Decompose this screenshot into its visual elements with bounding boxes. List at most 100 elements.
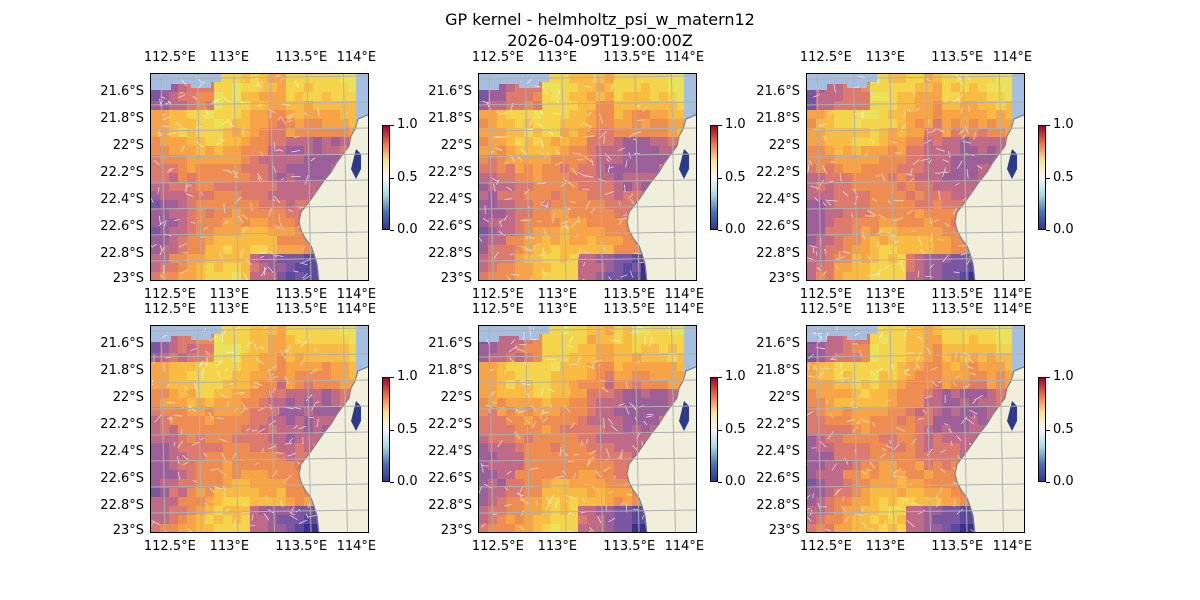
lon-tick-label: 113°E: [537, 539, 578, 554]
map-plot-area: [150, 325, 369, 533]
colorbar: [710, 377, 718, 482]
lon-tick-label: 113.5°E: [603, 50, 656, 65]
colorbar-tick-label: 0.5: [725, 421, 746, 437]
colorbar-tick-label: 0.0: [1053, 222, 1074, 237]
colorbar-tick-label: 0.0: [397, 222, 418, 237]
colorbar: [382, 377, 390, 482]
lon-tick-label: 113°E: [865, 302, 906, 317]
lon-tick-label: 113.5°E: [931, 302, 984, 317]
colorbar-tick-label: 0.0: [725, 222, 746, 237]
lon-tick-label: 112.5°E: [799, 287, 852, 302]
lat-tick-label: 22.6°S: [428, 470, 472, 486]
lat-tick-label: 21.8°S: [756, 362, 800, 378]
colorbar-tick: [1046, 230, 1050, 231]
colorbar-tick: [390, 125, 394, 126]
lon-tick-label: 112.5°E: [471, 302, 524, 317]
lon-tick-label: 114°E: [336, 50, 377, 65]
lat-tick-label: 23°S: [768, 270, 800, 286]
lat-tick-label: 22.2°S: [756, 416, 800, 432]
lon-tick-label: 114°E: [664, 287, 705, 302]
lat-tick-label: 21.6°S: [428, 335, 472, 351]
lat-tick-label: 22.6°S: [428, 218, 472, 234]
colorbar-tick: [1046, 482, 1050, 483]
lat-tick-label: 21.8°S: [100, 362, 144, 378]
lon-tick-label: 112.5°E: [471, 539, 524, 554]
lat-tick-label: 22.2°S: [428, 416, 472, 432]
lon-tick-label: 112.5°E: [143, 539, 196, 554]
colorbar-tick: [1046, 125, 1050, 126]
colorbar-tick: [1046, 429, 1050, 431]
lat-tick-label: 21.8°S: [428, 110, 472, 126]
colorbar-tick-label: 0.5: [1053, 421, 1074, 437]
colorbar-tick-label: 0.5: [725, 169, 746, 185]
lon-tick-label: 112.5°E: [143, 50, 196, 65]
lon-tick-label: 113.5°E: [275, 539, 328, 554]
lon-tick-label: 112.5°E: [143, 287, 196, 302]
lat-tick-label: 22°S: [112, 137, 144, 153]
map-plot-area: [806, 325, 1025, 533]
lat-tick-label: 22.4°S: [756, 443, 800, 459]
colorbar-tick-label: 1.0: [397, 369, 418, 384]
lon-tick-label: 113.5°E: [603, 302, 656, 317]
lon-tick-label: 114°E: [992, 287, 1033, 302]
lon-tick-label: 113°E: [537, 50, 578, 65]
lon-tick-label: 114°E: [664, 50, 705, 65]
lon-tick-label: 114°E: [992, 539, 1033, 554]
map-canvas: [151, 74, 368, 280]
colorbar: [710, 125, 718, 230]
lon-tick-label: 113°E: [209, 50, 250, 65]
lat-tick-label: 22.8°S: [756, 245, 800, 261]
lat-tick-label: 22.8°S: [428, 245, 472, 261]
colorbar-tick: [1046, 377, 1050, 378]
colorbar-tick-label: 0.5: [397, 169, 418, 185]
lat-tick-label: 21.8°S: [100, 110, 144, 126]
lon-tick-label: 112.5°E: [799, 539, 852, 554]
lon-tick-label: 113°E: [209, 287, 250, 302]
colorbar: [382, 125, 390, 230]
figure-title-line2: 2026-04-09T19:00:00Z: [507, 31, 693, 50]
colorbar-tick: [390, 230, 394, 231]
map-canvas: [807, 326, 1024, 532]
figure-title-line1: GP kernel - helmholtz_psi_w_matern12: [445, 10, 755, 29]
lat-tick-label: 22°S: [440, 137, 472, 153]
colorbar: [1038, 125, 1046, 230]
lat-tick-label: 22.6°S: [100, 470, 144, 486]
lon-tick-label: 113°E: [865, 287, 906, 302]
lon-tick-label: 114°E: [992, 302, 1033, 317]
colorbar-tick-label: 1.0: [397, 117, 418, 132]
colorbar-tick: [1046, 177, 1050, 179]
lon-tick-label: 113.5°E: [931, 539, 984, 554]
map-canvas: [479, 326, 696, 532]
colorbar-tick-label: 0.5: [397, 421, 418, 437]
lon-tick-label: 113°E: [209, 302, 250, 317]
lat-tick-label: 22.2°S: [100, 416, 144, 432]
lat-tick-label: 21.6°S: [100, 335, 144, 351]
lat-tick-label: 21.8°S: [756, 110, 800, 126]
lon-tick-label: 113°E: [537, 287, 578, 302]
lon-tick-label: 113°E: [865, 539, 906, 554]
lat-tick-label: 22.8°S: [756, 497, 800, 513]
lat-tick-label: 22°S: [768, 137, 800, 153]
lon-tick-label: 113.5°E: [931, 50, 984, 65]
lon-tick-label: 112.5°E: [143, 302, 196, 317]
lat-tick-label: 22.6°S: [756, 470, 800, 486]
lon-tick-label: 113°E: [865, 50, 906, 65]
lat-tick-label: 22.6°S: [756, 218, 800, 234]
colorbar-tick: [718, 230, 722, 231]
lat-tick-label: 22.4°S: [756, 191, 800, 207]
lon-tick-label: 112.5°E: [799, 302, 852, 317]
map-plot-area: [806, 73, 1025, 281]
lat-tick-label: 22.4°S: [100, 443, 144, 459]
lat-tick-label: 22.4°S: [428, 191, 472, 207]
colorbar-tick: [718, 377, 722, 378]
colorbar-tick-label: 1.0: [1053, 369, 1074, 384]
map-plot-area: [478, 325, 697, 533]
lat-tick-label: 22°S: [112, 389, 144, 405]
lon-tick-label: 114°E: [336, 302, 377, 317]
lon-tick-label: 112.5°E: [799, 50, 852, 65]
lon-tick-label: 112.5°E: [471, 50, 524, 65]
lat-tick-label: 21.6°S: [756, 335, 800, 351]
lat-tick-label: 22.4°S: [100, 191, 144, 207]
lon-tick-label: 112.5°E: [471, 287, 524, 302]
lat-tick-label: 23°S: [768, 522, 800, 538]
